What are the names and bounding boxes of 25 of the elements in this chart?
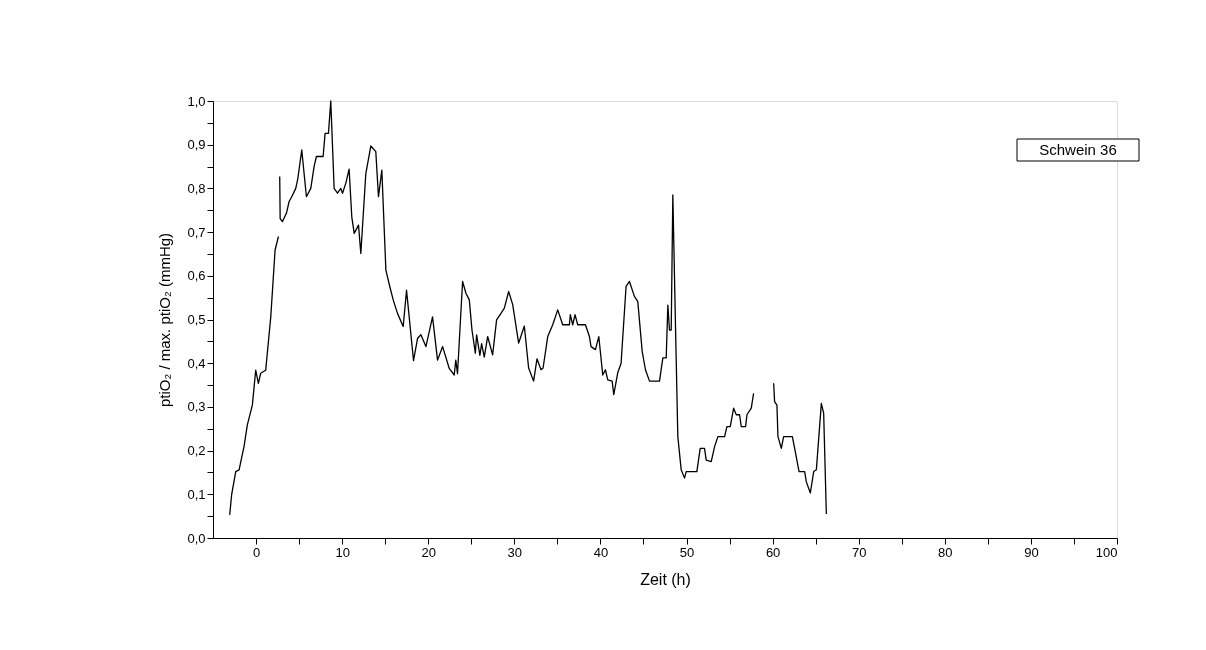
- y-tick-label: 0,9: [187, 137, 206, 153]
- x-tick-label: 0: [252, 544, 261, 560]
- x-tick-label: 10: [335, 544, 350, 560]
- x-tick-label: 20: [421, 544, 436, 560]
- x-tick-label: 40: [593, 544, 609, 560]
- x-tick-label: 60: [765, 544, 781, 560]
- x-axis-title: Zeit (h): [640, 570, 691, 588]
- y-axis-title: ptiO₂ / max. ptiO₂ (mmHg): [156, 232, 174, 408]
- x-tick-label: 30: [507, 544, 523, 560]
- y-tick-label: 0,0: [187, 530, 206, 546]
- x-tick-label: 50: [679, 544, 695, 560]
- y-tick-label: 0,5: [187, 312, 206, 327]
- y-tick-label: 1,0: [187, 93, 206, 109]
- y-tick-label: 0,3: [187, 399, 206, 415]
- x-tick-label: 80: [938, 544, 953, 560]
- annotation: Schwein 36: [1039, 141, 1117, 158]
- x-tick-label: 100: [1095, 544, 1118, 560]
- y-tick-label: 0,8: [187, 180, 206, 196]
- y-tick-label: 0,2: [187, 443, 206, 459]
- y-tick-label: 0,1: [187, 486, 206, 502]
- y-tick-label: 0,7: [187, 224, 206, 240]
- x-tick-label: 70: [851, 544, 867, 560]
- y-tick-label: 0,6: [187, 268, 206, 284]
- y-tick-label: 0,4: [187, 355, 206, 371]
- x-tick-label: 90: [1024, 544, 1039, 560]
